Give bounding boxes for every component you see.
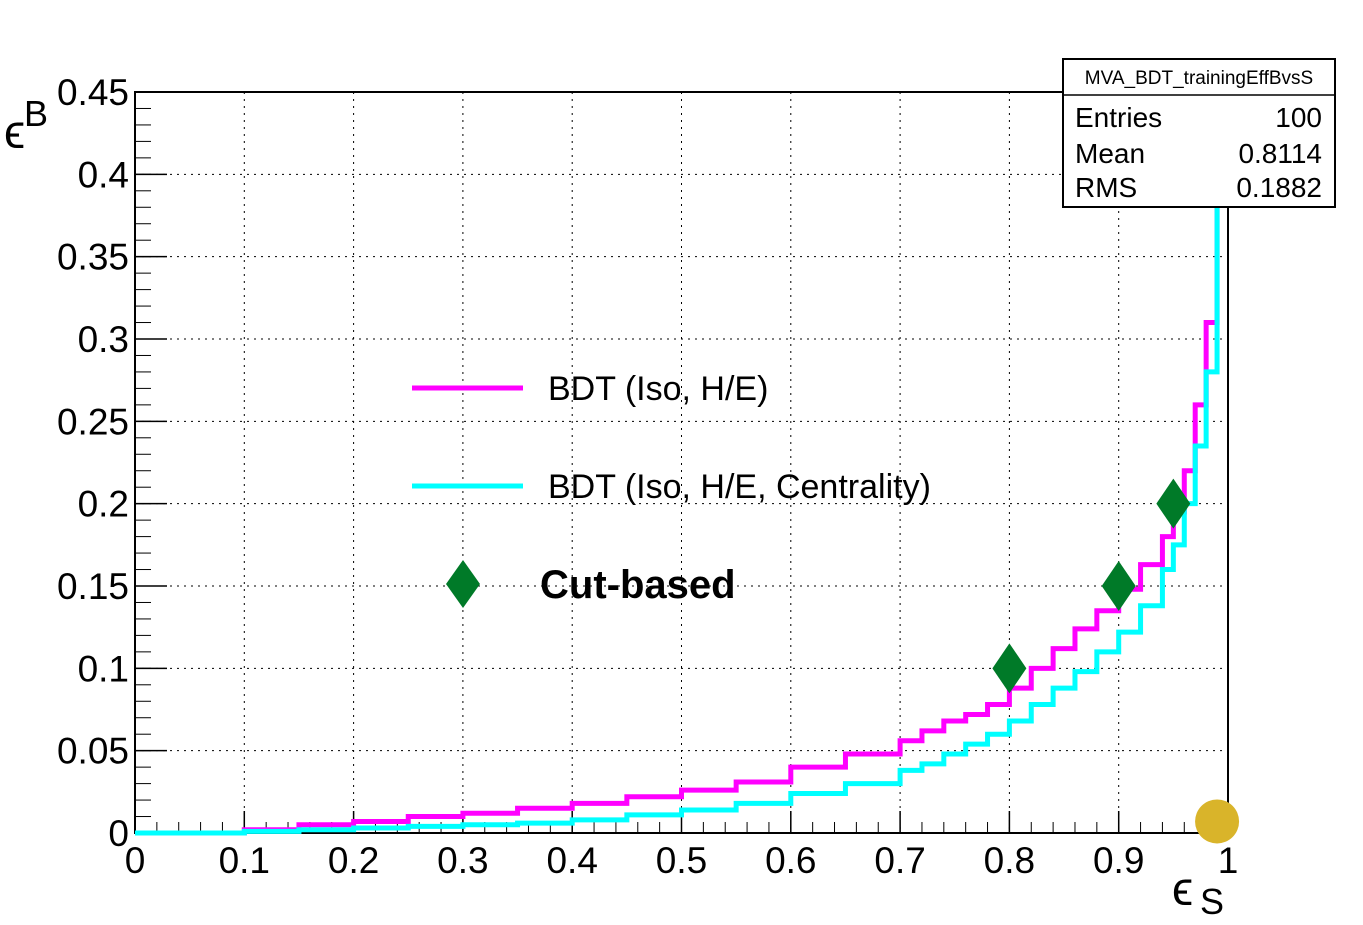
x-tick-label: 0.1	[219, 840, 270, 881]
series-group	[135, 155, 1228, 836]
y-tick-label: 0	[108, 813, 129, 854]
y-tick-label: 0.1	[78, 648, 129, 689]
y-tick-label: 0.45	[57, 72, 129, 113]
y-tick-label: 0.2	[78, 484, 129, 525]
stats-entries-label: Entries	[1075, 102, 1162, 133]
stats-entries-value: 100	[1275, 102, 1322, 133]
cut-based-point	[1156, 478, 1191, 529]
x-tick-label: 0.4	[546, 840, 597, 881]
x-axis-title-sub: S	[1200, 881, 1224, 922]
x-tick-label: 0	[125, 840, 146, 881]
y-axis-title-main: ϵ	[4, 106, 25, 159]
stats-box-title: MVA_BDT_trainingEffBvsS	[1085, 68, 1313, 89]
y-axis-title: ϵ B	[4, 93, 48, 159]
y-tick-label: 0.25	[57, 401, 129, 442]
x-tick-label: 0.9	[1093, 840, 1144, 881]
legend-label-bdt-centrality: BDT (Iso, H/E, Centrality)	[548, 468, 931, 506]
x-tick-label: 0.6	[765, 840, 816, 881]
stats-rms-value: 0.1882	[1236, 172, 1322, 203]
series-line-0	[135, 155, 1228, 836]
stats-mean-value: 0.8114	[1238, 138, 1322, 169]
y-axis-title-sub: B	[24, 93, 48, 134]
stats-box-frame	[1062, 58, 1336, 208]
x-tick-labels: 0 0.1 0.2 0.3 0.4 0.5 0.6 0.7 0.8 0.9 1	[125, 840, 1239, 881]
legend-swatch-cut-based	[446, 560, 480, 608]
grid	[135, 92, 1228, 833]
legend: BDT (Iso, H/E) BDT (Iso, H/E, Centrality…	[412, 370, 931, 608]
stats-box: MVA_BDT_trainingEffBvsS Entries 100 Mean…	[1062, 58, 1336, 208]
marker-group	[992, 478, 1240, 844]
cut-based-point	[992, 643, 1027, 694]
y-tick-label: 0.4	[78, 154, 129, 195]
axis-ticks	[134, 91, 1229, 834]
y-tick-label: 0.35	[57, 237, 129, 278]
x-tick-label: 0.8	[984, 840, 1035, 881]
y-tick-labels: 0 0.05 0.1 0.15 0.2 0.25 0.3 0.35 0.4 0.45	[57, 72, 129, 854]
series-line-1	[135, 163, 1228, 836]
x-tick-label: 1	[1218, 840, 1239, 881]
legend-label-cut-based: Cut-based	[540, 563, 736, 607]
y-tick-label: 0.3	[78, 319, 129, 360]
x-tick-label: 0.3	[437, 840, 488, 881]
x-axis-title: ϵ S	[1172, 863, 1224, 922]
stats-mean-label: Mean	[1075, 138, 1145, 169]
working-point-marker	[1195, 799, 1240, 844]
x-tick-label: 0.7	[874, 840, 925, 881]
x-tick-label: 0.2	[328, 840, 379, 881]
y-tick-label: 0.15	[57, 566, 129, 607]
legend-label-bdt-iso-he: BDT (Iso, H/E)	[548, 370, 768, 408]
cut-based-point	[1101, 561, 1136, 611]
y-tick-label: 0.05	[57, 731, 129, 772]
x-tick-label: 0.5	[656, 840, 707, 881]
stats-rms-label: RMS	[1075, 172, 1137, 203]
x-axis-title-main: ϵ	[1172, 863, 1193, 916]
